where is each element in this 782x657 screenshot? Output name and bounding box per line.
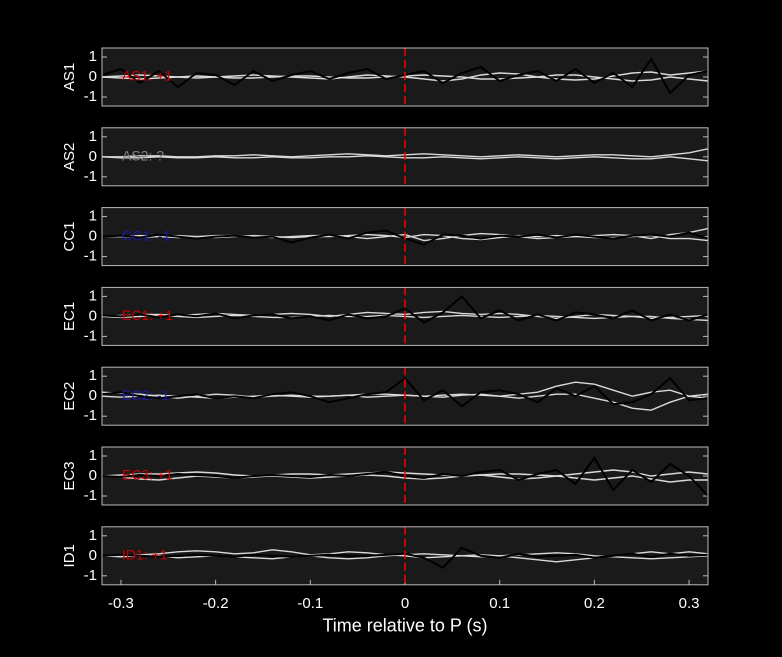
y-tick-label: 0 xyxy=(89,68,97,85)
axes-frame xyxy=(101,446,709,506)
x-tick-label: 0 xyxy=(401,595,409,612)
y-axis-label: AS1 xyxy=(61,63,78,91)
y-tick-label: -1 xyxy=(84,248,97,265)
x-tick-label: 0.1 xyxy=(489,595,510,612)
axes-frame xyxy=(101,127,709,187)
axes-frame xyxy=(101,286,709,346)
axes-frame xyxy=(101,366,709,426)
y-tick-label: 0 xyxy=(89,387,97,404)
y-tick-label: 1 xyxy=(89,367,97,384)
y-tick-label: 0 xyxy=(89,228,97,245)
y-axis-label: CC1 xyxy=(61,222,78,252)
y-axis-label: EC1 xyxy=(61,302,78,331)
annotation: AS2: ? xyxy=(122,148,164,164)
axes-frame xyxy=(101,526,709,586)
annotation: EC1: +1 xyxy=(122,307,173,323)
y-tick-label: -1 xyxy=(84,487,97,504)
y-tick-label: 0 xyxy=(89,148,97,165)
y-axis-label: AS2 xyxy=(61,143,78,171)
y-tick-label: 0 xyxy=(89,307,97,324)
annotation: CC1: -1 xyxy=(122,227,170,243)
x-tick-label: 0.3 xyxy=(679,595,700,612)
y-tick-label: 1 xyxy=(89,208,97,225)
y-axis-label: ID1 xyxy=(61,544,78,567)
y-tick-label: -1 xyxy=(84,567,97,584)
x-tick-label: 0.2 xyxy=(584,595,605,612)
x-tick-label: -0.3 xyxy=(108,595,134,612)
y-axis-label: EC3 xyxy=(61,461,78,490)
x-axis-label: Time relative to P (s) xyxy=(322,616,487,636)
y-tick-label: -1 xyxy=(84,327,97,344)
y-tick-label: -1 xyxy=(84,407,97,424)
y-axis-label: EC2 xyxy=(61,382,78,411)
y-tick-label: 1 xyxy=(89,48,97,65)
y-tick-label: -1 xyxy=(84,88,97,105)
x-tick-label: -0.2 xyxy=(203,595,229,612)
y-tick-label: 1 xyxy=(89,447,97,464)
series-line xyxy=(101,376,709,408)
annotation: AS1: +1 xyxy=(122,68,172,84)
annotation: EC2: -1 xyxy=(122,387,170,403)
y-tick-label: 1 xyxy=(89,527,97,544)
axes-frame xyxy=(101,207,709,267)
y-tick-label: 0 xyxy=(89,467,97,484)
annotation: ID1: +1 xyxy=(122,547,168,563)
y-tick-label: 1 xyxy=(89,128,97,145)
axes-frame xyxy=(101,47,709,107)
y-tick-label: -1 xyxy=(84,168,97,185)
x-tick-label: -0.1 xyxy=(297,595,323,612)
y-tick-label: 0 xyxy=(89,547,97,564)
annotation: EC3: +1 xyxy=(122,467,173,483)
series-line xyxy=(101,294,709,324)
y-tick-label: 1 xyxy=(89,287,97,304)
